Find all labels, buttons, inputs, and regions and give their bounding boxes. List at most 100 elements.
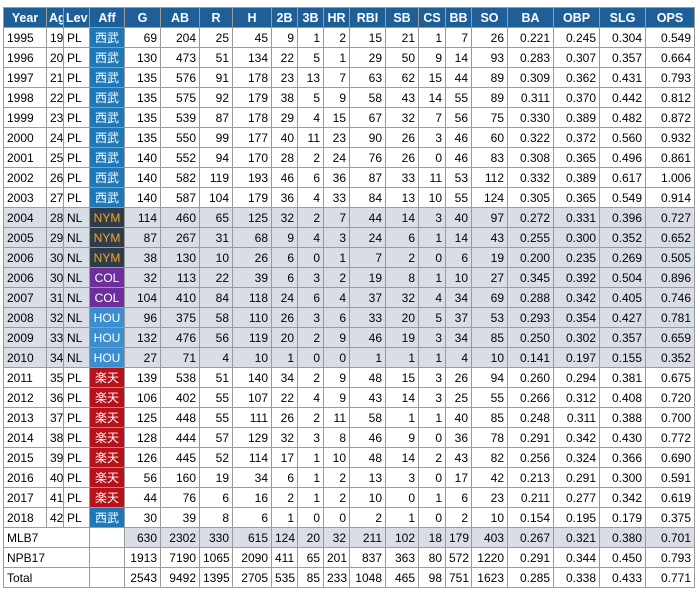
cell-aff: 楽天 [89, 367, 125, 388]
cell-bb: 7 [445, 27, 472, 48]
cell-g: 135 [124, 67, 161, 88]
cell-slg: 0.396 [599, 207, 646, 228]
cell-3b: 2 [297, 147, 324, 168]
total-cell-ops: 0.771 [645, 567, 695, 588]
season-row: 2017 41 PL 楽天 44 76 6 16 2 1 2 10 0 1 6 23 0.211 0.277 0.3… [3, 487, 695, 508]
cell-bb: 26 [445, 367, 472, 388]
season-row: 2006 30 NL NYM 38 130 10 26 6 0 1 7 2 0 6 19 0.200 0.235 0… [3, 247, 695, 268]
total-cell-g: 630 [124, 527, 161, 548]
cell-ops: 1.006 [645, 167, 695, 188]
cell-cs: 15 [418, 67, 446, 88]
cell-so: 93 [471, 47, 508, 68]
cell-age: 22 [46, 87, 64, 108]
cell-hr: 2 [323, 487, 350, 508]
cell-rbi: 7 [349, 247, 386, 268]
cell-r: 6 [199, 487, 233, 508]
cell-ba: 0.291 [507, 427, 554, 448]
cell-r: 56 [199, 327, 233, 348]
cell-r: 22 [199, 267, 233, 288]
cell-h: 140 [232, 367, 272, 388]
season-row: 1996 20 PL 西武 130 473 51 134 22 5 1 29 50 9 14 93 0.283 0… [3, 47, 695, 68]
cell-3b: 4 [297, 227, 324, 248]
cell-ab: 402 [160, 387, 200, 408]
cell-ba: 0.330 [507, 107, 554, 128]
cell-year: 2004 [3, 207, 47, 228]
cell-bb: 25 [445, 387, 472, 408]
total-cell-sb: 363 [385, 547, 419, 568]
total-cell-obp: 0.344 [553, 547, 600, 568]
cell-h: 107 [232, 387, 272, 408]
cell-year: 2018 [3, 507, 47, 528]
season-row: 2005 29 NL NYM 87 267 31 68 9 4 3 24 6 1 14 43 0.255 0.30… [3, 227, 695, 248]
cell-ba: 0.308 [507, 147, 554, 168]
cell-obp: 0.307 [553, 47, 600, 68]
cell-sb: 62 [385, 67, 419, 88]
cell-aff: 西武 [89, 107, 125, 128]
cell-slg: 0.357 [599, 327, 646, 348]
total-cell-hr: 32 [323, 527, 350, 548]
total-cell-2b: 411 [271, 547, 298, 568]
cell-year: 2001 [3, 147, 47, 168]
cell-age: 25 [46, 147, 64, 168]
season-row: 2015 39 PL 楽天 126 445 52 114 17 1 10 48 14 2 43 82 0.256… [3, 447, 695, 468]
cell-obp: 0.302 [553, 327, 600, 348]
cell-lev: NL [63, 307, 90, 328]
cell-sb: 9 [385, 427, 419, 448]
cell-3b: 2 [297, 407, 324, 428]
cell-age: 40 [46, 467, 64, 488]
cell-hr: 2 [323, 267, 350, 288]
cell-lev: PL [63, 387, 90, 408]
header-bb: BB [445, 7, 472, 28]
cell-2b: 9 [271, 27, 298, 48]
cell-bb: 37 [445, 307, 472, 328]
cell-ops: 0.700 [645, 407, 695, 428]
header-2b: 2B [271, 7, 298, 28]
cell-ab: 552 [160, 147, 200, 168]
cell-lev: PL [63, 47, 90, 68]
cell-slg: 0.405 [599, 287, 646, 308]
cell-so: 26 [471, 27, 508, 48]
cell-r: 31 [199, 227, 233, 248]
cell-year: 2009 [3, 327, 47, 348]
cell-h: 125 [232, 207, 272, 228]
cell-sb: 1 [385, 407, 419, 428]
cell-g: 87 [124, 227, 161, 248]
cell-so: 55 [471, 387, 508, 408]
cell-obp: 0.245 [553, 27, 600, 48]
cell-aff: HOU [89, 347, 125, 368]
cell-aff: HOU [89, 327, 125, 348]
cell-year: 2013 [3, 407, 47, 428]
cell-3b: 3 [297, 307, 324, 328]
cell-hr: 0 [323, 507, 350, 528]
cell-sb: 43 [385, 87, 419, 108]
cell-cs: 0 [418, 467, 446, 488]
cell-slg: 0.482 [599, 107, 646, 128]
cell-age: 26 [46, 167, 64, 188]
header-r: R [199, 7, 233, 28]
cell-so: 94 [471, 367, 508, 388]
total-cell-ba: 0.291 [507, 547, 554, 568]
cell-sb: 0 [385, 487, 419, 508]
cell-aff: 西武 [89, 27, 125, 48]
season-row: 2007 31 NL COL 104 410 84 118 24 6 4 37 32 4 34 69 0.288… [3, 287, 695, 308]
cell-hr: 10 [323, 447, 350, 468]
total-cell-2b: 124 [271, 527, 298, 548]
cell-bb: 6 [445, 487, 472, 508]
cell-so: 69 [471, 287, 508, 308]
cell-3b: 13 [297, 67, 324, 88]
cell-so: 78 [471, 427, 508, 448]
total-cell-h: 2705 [232, 567, 272, 588]
cell-aff: 西武 [89, 127, 125, 148]
cell-so: 75 [471, 107, 508, 128]
cell-r: 99 [199, 127, 233, 148]
season-row: 1997 21 PL 西武 135 576 91 178 23 13 7 63 62 15 44 89 0.30… [3, 67, 695, 88]
cell-hr: 9 [323, 327, 350, 348]
totals-label: MLB7 [3, 527, 90, 548]
cell-3b: 11 [297, 127, 324, 148]
cell-bb: 44 [445, 67, 472, 88]
cell-aff: 西武 [89, 147, 125, 168]
cell-ba: 0.250 [507, 327, 554, 348]
cell-2b: 28 [271, 147, 298, 168]
cell-bb: 6 [445, 247, 472, 268]
cell-sb: 50 [385, 47, 419, 68]
